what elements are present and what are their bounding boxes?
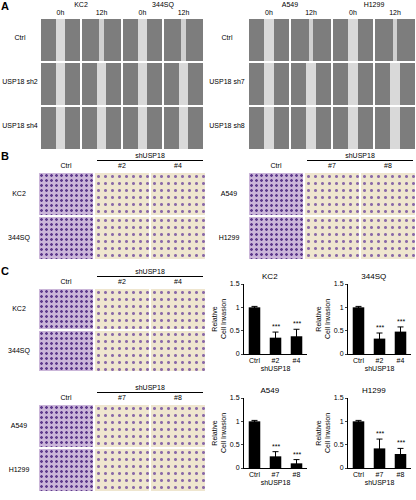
svg-text:0: 0	[236, 464, 240, 471]
html-text:#8: #8	[174, 394, 182, 401]
svg-text:1: 1	[236, 304, 240, 311]
svg-text:KC2: KC2	[262, 272, 278, 281]
svg-text:Ctrl: Ctrl	[249, 471, 260, 478]
svg-text:RelativeCell Invasion: RelativeCell Invasion	[211, 299, 227, 339]
svg-text:0: 0	[340, 350, 344, 357]
html-text:#8: #8	[384, 162, 392, 169]
svg-text:***: ***	[397, 318, 405, 325]
svg-text:#2: #2	[376, 357, 384, 364]
html-text:USP18 sh8: USP18 sh8	[209, 122, 245, 129]
svg-text:Ctrl: Ctrl	[249, 357, 260, 364]
html-text:shUSP18: shUSP18	[135, 384, 165, 391]
html-text:0h: 0h	[265, 9, 273, 16]
html-text:12h: 12h	[95, 9, 108, 16]
html-text:0h: 0h	[349, 9, 357, 16]
svg-text:***: ***	[293, 451, 301, 458]
svg-text:#7: #7	[272, 471, 280, 478]
svg-text:***: ***	[397, 439, 405, 446]
html-text:USP18 sh7: USP18 sh7	[209, 78, 245, 85]
html-text:shUSP18: shUSP18	[345, 152, 375, 159]
svg-text:RelativeCell Invasion: RelativeCell Invasion	[315, 413, 331, 453]
svg-text:A549: A549	[260, 386, 279, 395]
svg-text:***: ***	[272, 443, 280, 450]
svg-text:#8: #8	[293, 471, 301, 478]
html-text:0h: 0h	[138, 9, 147, 16]
svg-text:0.5: 0.5	[334, 441, 344, 448]
html-text:KC2: KC2	[12, 305, 26, 312]
svg-text:0.5: 0.5	[230, 441, 240, 448]
html-text:Ctrl: Ctrl	[60, 162, 72, 169]
svg-text:shUSP18: shUSP18	[365, 365, 395, 372]
html-text:shUSP18: shUSP18	[135, 152, 165, 159]
html-text:12h: 12h	[389, 9, 401, 16]
html-text:Ctrl: Ctrl	[14, 34, 26, 41]
svg-text:***: ***	[376, 324, 384, 331]
html-text:#2: #2	[118, 162, 126, 169]
svg-text:#7: #7	[376, 471, 384, 478]
html-text:USP18 sh2: USP18 sh2	[2, 78, 38, 85]
html-text:#7: #7	[328, 162, 336, 169]
html-text:C: C	[1, 265, 9, 277]
svg-text:0: 0	[340, 464, 344, 471]
html-text:#7: #7	[118, 394, 126, 401]
html-text:344SQ: 344SQ	[152, 1, 174, 8]
svg-text:RelativeCell Invasion: RelativeCell Invasion	[315, 299, 331, 339]
svg-text:***: ***	[272, 323, 280, 330]
svg-text:344SQ: 344SQ	[361, 272, 386, 281]
svg-text:1.5: 1.5	[230, 280, 240, 287]
html-text:H1299: H1299	[218, 234, 240, 241]
html-text:B: B	[1, 150, 9, 162]
svg-text:***: ***	[376, 430, 384, 437]
svg-text:#4: #4	[397, 357, 405, 364]
svg-text:Ctrl: Ctrl	[353, 357, 364, 364]
svg-text:1.5: 1.5	[230, 394, 240, 401]
html-text:0h: 0h	[56, 9, 65, 16]
svg-text:H1299: H1299	[362, 386, 386, 395]
svg-text:0.5: 0.5	[334, 327, 344, 334]
html-text:shUSP18: shUSP18	[135, 268, 165, 275]
svg-text:#2: #2	[272, 357, 280, 364]
svg-text:1: 1	[236, 418, 240, 425]
svg-text:#8: #8	[397, 471, 405, 478]
html-text:Ctrl: Ctrl	[60, 278, 72, 285]
html-text:344SQ: 344SQ	[8, 234, 30, 241]
html-text:12h: 12h	[177, 9, 190, 16]
html-text:#4: #4	[174, 278, 182, 285]
html-text:H1299: H1299	[8, 466, 30, 473]
html-text:A549: A549	[10, 422, 28, 429]
svg-text:shUSP18: shUSP18	[365, 479, 395, 486]
html-text:#2: #2	[118, 278, 126, 285]
svg-text:0: 0	[236, 350, 240, 357]
html-text:#4: #4	[174, 162, 182, 169]
html-text:A549: A549	[220, 190, 238, 197]
svg-text:***: ***	[293, 320, 301, 327]
html-text:H1299: H1299	[363, 1, 385, 8]
svg-text:shUSP18: shUSP18	[261, 479, 291, 486]
html-text:KC2: KC2	[12, 190, 26, 197]
html-text:A: A	[1, 0, 9, 12]
svg-text:RelativeCell Invasion: RelativeCell Invasion	[211, 413, 227, 453]
svg-text:#4: #4	[293, 357, 301, 364]
html-text:Ctrl: Ctrl	[60, 394, 72, 401]
html-text:344SQ: 344SQ	[8, 347, 30, 354]
svg-text:1.5: 1.5	[334, 394, 344, 401]
svg-text:0.5: 0.5	[230, 327, 240, 334]
html-text:KC2: KC2	[74, 1, 88, 8]
svg-text:Ctrl: Ctrl	[353, 471, 364, 478]
html-text:USP18 sh4: USP18 sh4	[2, 122, 38, 129]
svg-text:1.5: 1.5	[334, 280, 344, 287]
html-text:12h: 12h	[305, 9, 317, 16]
html-text:Ctrl: Ctrl	[221, 34, 233, 41]
svg-text:1: 1	[340, 418, 344, 425]
svg-text:shUSP18: shUSP18	[261, 365, 291, 372]
html-text:Ctrl: Ctrl	[270, 162, 282, 169]
svg-text:1: 1	[340, 304, 344, 311]
html-text:A549: A549	[281, 1, 299, 8]
